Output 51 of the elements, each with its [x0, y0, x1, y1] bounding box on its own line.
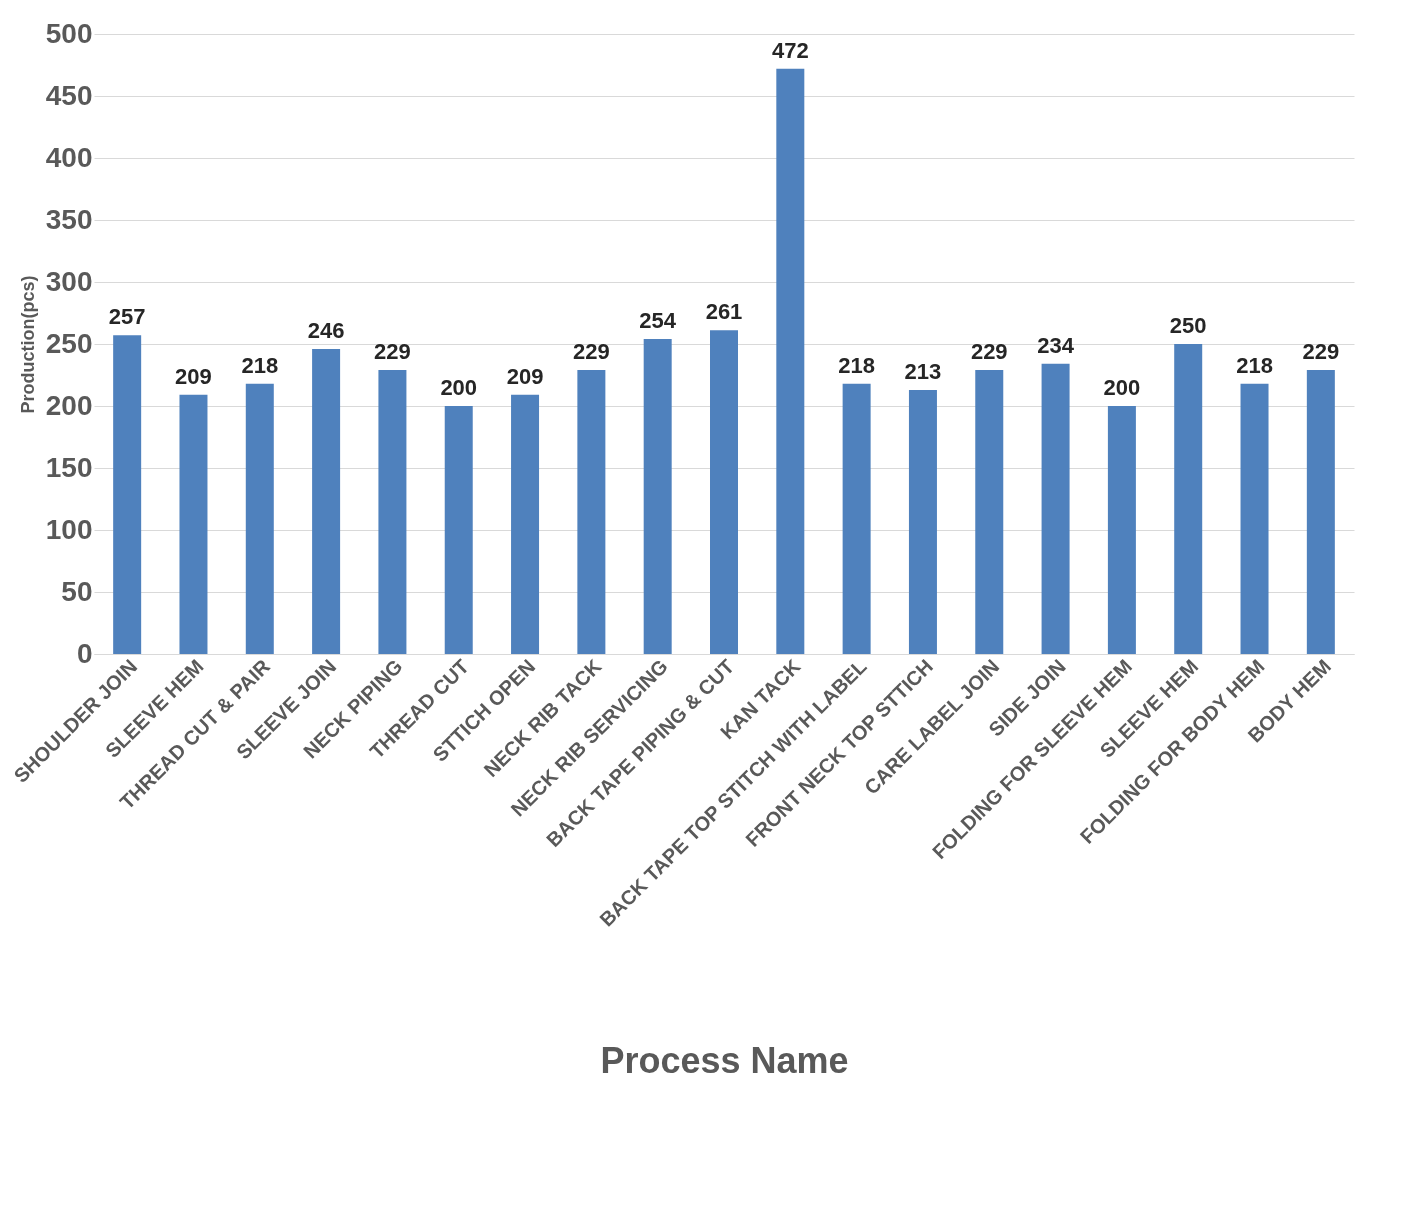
bar — [975, 370, 1004, 654]
bar — [1306, 370, 1335, 654]
data-label: 209 — [175, 363, 212, 389]
data-label: 261 — [705, 299, 743, 325]
data-label: 257 — [108, 304, 146, 330]
y-tick-label: 450 — [45, 79, 93, 111]
bar — [245, 383, 274, 654]
y-axis-title: Production(pcs) — [17, 275, 38, 414]
y-tick-label: 500 — [45, 17, 93, 49]
data-label: 234 — [1037, 332, 1075, 358]
data-label: 218 — [838, 352, 875, 378]
y-tick-label: 100 — [45, 513, 93, 545]
x-axis-title: Process Name — [600, 1039, 849, 1081]
data-label: 209 — [506, 363, 544, 389]
bar — [710, 330, 738, 654]
y-tick-label: 250 — [45, 327, 93, 359]
y-tick-label: 400 — [45, 141, 93, 173]
y-tick-label: 0 — [76, 637, 93, 669]
bar — [577, 370, 606, 654]
bar — [444, 406, 473, 654]
bar — [776, 68, 805, 654]
bar — [378, 370, 407, 654]
bar — [1041, 363, 1070, 654]
data-label: 229 — [970, 339, 1008, 365]
bar — [1174, 344, 1203, 654]
data-label: 229 — [374, 339, 411, 365]
y-tick-label: 200 — [45, 389, 93, 421]
bar — [1240, 383, 1269, 654]
y-tick-label: 300 — [45, 265, 93, 297]
y-tick-label: 350 — [45, 203, 93, 235]
bar — [113, 335, 142, 654]
data-label: 218 — [1236, 352, 1273, 378]
data-label: 213 — [904, 358, 942, 384]
y-tick-label: 150 — [45, 451, 93, 483]
y-tick-label: 50 — [61, 575, 93, 607]
data-label: 218 — [241, 352, 279, 378]
bar — [908, 389, 937, 654]
bar — [511, 394, 540, 654]
bar — [179, 394, 208, 654]
data-label: 229 — [1302, 339, 1340, 365]
data-label: 200 — [440, 375, 478, 400]
data-label: 250 — [1169, 313, 1207, 338]
data-label: 200 — [1103, 375, 1141, 400]
bar — [643, 339, 672, 654]
data-label: 472 — [771, 37, 809, 63]
bar — [312, 348, 341, 654]
data-label: 246 — [307, 317, 345, 343]
bar — [1107, 406, 1136, 654]
data-label: 254 — [639, 308, 677, 334]
data-label: 229 — [573, 339, 610, 365]
bar — [842, 383, 871, 654]
